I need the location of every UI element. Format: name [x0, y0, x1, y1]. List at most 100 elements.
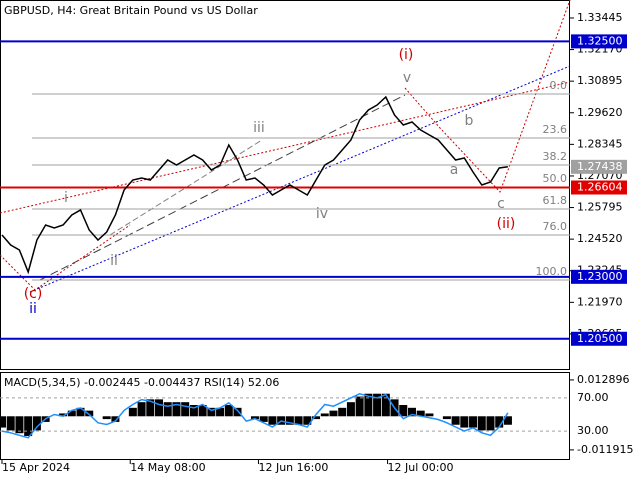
wave-label: b: [465, 113, 474, 129]
fib-label: 38.2: [543, 150, 568, 163]
wave-label: iv: [316, 206, 328, 222]
macd-bar: [24, 416, 33, 437]
x-tick-label: 14 May 08:00: [130, 461, 205, 474]
macd-bar: [399, 405, 408, 417]
price-line: [1, 95, 509, 275]
macd-bar: [329, 410, 338, 417]
macd-bar: [477, 416, 486, 431]
macd-bar: [224, 405, 233, 417]
wave-label: (c): [24, 286, 43, 302]
wave-label: v: [403, 70, 411, 86]
y-tick-label: 1.21970: [577, 295, 623, 308]
macd-bar: [355, 396, 364, 417]
wave-label: c: [497, 196, 505, 212]
fib-label: 76.0: [543, 220, 568, 233]
macd-bar: [312, 416, 321, 420]
macd-bar: [338, 407, 347, 417]
macd-bar: [128, 407, 137, 417]
rsi-tick-label: 70.00: [577, 391, 609, 404]
macd-bar: [268, 416, 277, 425]
macd-bar: [0, 416, 6, 428]
macd-bar: [163, 402, 172, 417]
macd-bar: [32, 416, 41, 431]
level-label: 1.32500: [577, 34, 623, 47]
macd-bar: [364, 393, 373, 417]
macd-bar: [67, 410, 76, 417]
level-label: 1.26604: [577, 181, 623, 194]
macd-bar: [486, 416, 495, 431]
fib-label: 100.0: [536, 265, 568, 278]
macd-bar: [111, 416, 120, 422]
x-tick-label: 12 Jun 16:00: [258, 461, 328, 474]
fib-label: 50.0: [543, 172, 568, 185]
y-tick-label: 1.29620: [577, 106, 623, 119]
macd-bar: [503, 416, 512, 425]
indicator-label: MACD(5,34,5) -0.002445 -0.004437 RSI(14)…: [4, 376, 279, 389]
macd-bar: [285, 416, 294, 425]
trend-line: [0, 81, 571, 214]
level-box: [571, 159, 627, 174]
fib-label: 23.6: [543, 123, 568, 136]
macd-bar: [495, 416, 504, 428]
wave-label: i: [64, 190, 68, 206]
macd-bar: [460, 416, 469, 428]
level-box: [571, 269, 627, 284]
macd-bar: [137, 402, 146, 417]
macd-bar: [15, 416, 24, 434]
macd-bar: [172, 402, 181, 417]
wave-label: ii: [29, 301, 37, 317]
level-box: [571, 34, 627, 49]
wave-label: (ii): [497, 216, 516, 232]
trend-line: [109, 139, 263, 236]
macd-bar: [146, 399, 155, 417]
macd-bar: [381, 393, 390, 417]
fib-label: 61.8: [543, 194, 568, 207]
level-box: [571, 180, 627, 195]
chart-title: GBPUSD, H4: Great Britain Pound vs US Do…: [4, 4, 258, 17]
macd-bar: [6, 416, 15, 431]
wave-label: iii: [253, 120, 265, 136]
level-label: 1.20500: [577, 332, 623, 345]
y-tick-label: 1.28345: [577, 137, 623, 150]
wave-label: a: [450, 162, 459, 178]
macd-bar: [469, 416, 478, 428]
macd-bar: [250, 416, 259, 420]
y-tick-label: 1.30895: [577, 74, 623, 87]
macd-tick-label: 0.012896: [577, 373, 630, 386]
level-box: [571, 331, 627, 346]
macd-bar: [416, 410, 425, 417]
forecast-path: [404, 0, 571, 193]
macd-bar: [442, 416, 451, 420]
macd-bar: [451, 416, 460, 425]
macd-tick-label: -0.011915: [577, 443, 633, 456]
level-label: 1.27438: [577, 160, 623, 173]
macd-bar: [233, 407, 242, 417]
macd-bar: [216, 407, 225, 417]
macd-bar: [425, 413, 434, 417]
wave-label: (i): [399, 47, 414, 63]
indicator-panel: [0, 372, 570, 460]
macd-bar: [59, 413, 68, 417]
macd-bar: [85, 410, 94, 417]
wave-label: ii: [110, 253, 118, 269]
macd-bar: [407, 407, 416, 417]
macd-bar: [373, 393, 382, 417]
macd-bar: [346, 402, 355, 417]
macd-bar: [259, 416, 268, 422]
wave-path: [0, 224, 131, 291]
macd-bar: [181, 402, 190, 417]
macd-bar: [189, 405, 198, 417]
fib-label: 0.0: [550, 79, 568, 92]
x-tick-label: 15 Apr 2024: [2, 461, 70, 474]
macd-bar: [76, 407, 85, 417]
rsi-line: [1, 393, 509, 439]
rsi-tick-label: 30.00: [577, 424, 609, 437]
trend-line: [29, 65, 571, 293]
x-tick-label: 12 Jul 00:00: [388, 461, 454, 474]
y-tick-label: 1.24520: [577, 232, 623, 245]
macd-bar: [198, 405, 207, 417]
level-label: 1.23000: [577, 270, 623, 283]
